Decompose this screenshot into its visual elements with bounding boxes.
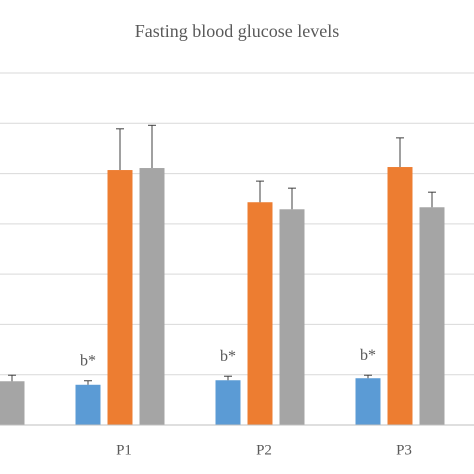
bar <box>0 381 25 425</box>
chart-title: Fasting blood glucose levels <box>135 21 339 41</box>
annotation: b* <box>220 348 236 365</box>
bar <box>387 167 413 425</box>
bar <box>247 202 273 425</box>
annotation: b* <box>360 347 376 364</box>
bar <box>139 168 165 426</box>
bar <box>107 170 133 425</box>
bar <box>419 207 445 425</box>
x-tick-label: P2 <box>256 442 272 458</box>
bar <box>279 209 305 425</box>
bar <box>355 378 381 425</box>
annotation: b* <box>80 352 96 369</box>
bar <box>75 384 101 425</box>
bar <box>215 380 241 425</box>
x-tick-label: P1 <box>116 442 132 458</box>
x-tick-label: P3 <box>396 442 412 458</box>
